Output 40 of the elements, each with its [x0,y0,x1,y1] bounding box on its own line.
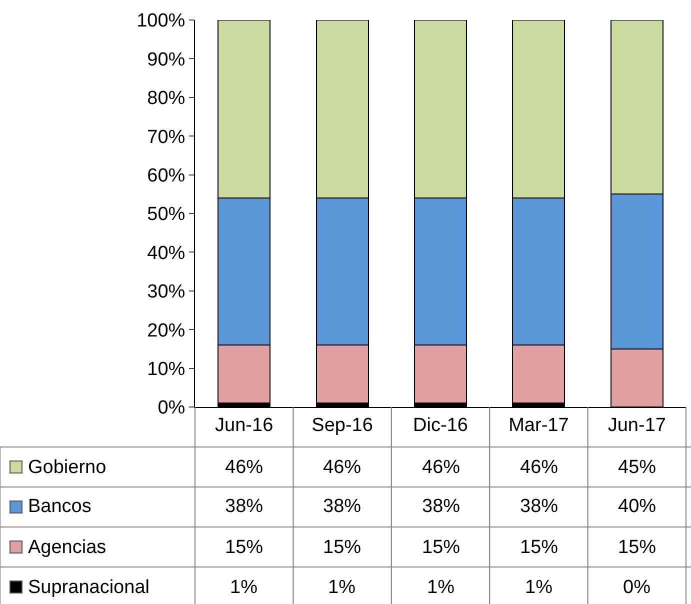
data-label: 15% [520,537,558,558]
legend-label: Agencias [28,537,106,558]
data-label: 15% [225,537,264,558]
data-label: 38% [520,496,558,517]
y-tick-label: 80% [147,88,186,110]
data-label: 46% [225,457,264,478]
x-tick-label: Sep-16 [312,414,373,436]
data-label: 46% [323,457,362,478]
data-label: 46% [520,457,558,478]
x-tick-label: Jun-17 [608,414,666,436]
data-label: 1% [525,577,553,598]
data-label: 38% [323,496,362,517]
data-label: 45% [618,457,656,478]
y-tick-label: 0% [158,398,186,419]
data-label: 38% [225,496,264,517]
legend-label: Supranacional [28,577,150,598]
y-tick-label: 60% [147,165,186,186]
data-label: 15% [618,537,656,558]
data-label: 15% [422,537,460,558]
data-label: 38% [422,496,460,517]
data-label: 15% [323,537,362,558]
y-tick-label: 40% [147,242,186,264]
legend-label: Bancos [28,496,92,517]
y-tick-label: 30% [147,282,186,303]
y-tick-label: 100% [136,10,186,32]
y-tick-label: 10% [147,358,186,380]
y-tick-label: 90% [147,49,186,70]
data-label: 46% [422,457,460,478]
y-tick-label: 20% [147,320,186,342]
x-tick-label: Jun-16 [215,414,274,436]
legend-label: Gobierno [28,457,106,478]
data-label: 40% [618,496,656,517]
data-label: 1% [427,577,455,598]
x-tick-label: Dic-16 [413,414,468,436]
x-tick-label: Mar-17 [508,414,569,436]
data-label: 1% [230,577,258,598]
y-tick-label: 70% [147,126,186,148]
data-label: 1% [328,577,356,598]
data-label: 0% [623,577,651,598]
y-tick-label: 50% [147,204,186,226]
